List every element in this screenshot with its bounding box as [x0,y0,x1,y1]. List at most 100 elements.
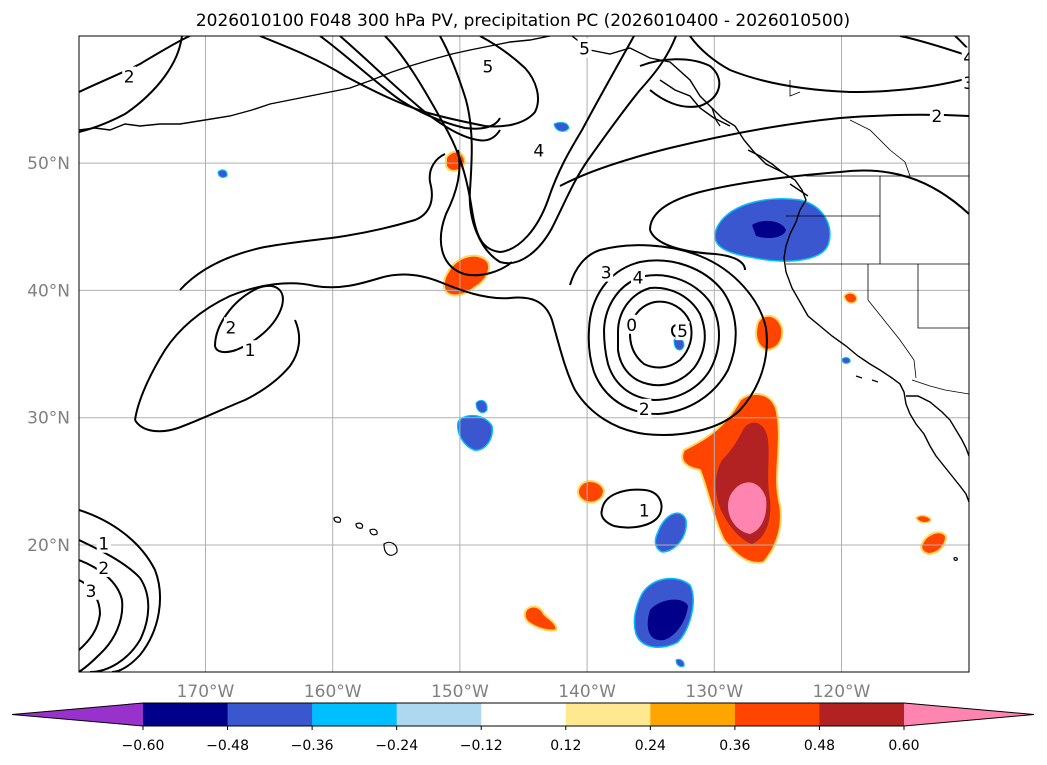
precip-area-neg [553,121,570,132]
colorbar-segment [565,703,651,726]
colorbar-extend-low [12,703,143,726]
island-guadalupe [953,557,958,561]
pv-contour [439,149,513,277]
island-hawaii [369,528,378,536]
contour-label-halo [223,317,238,337]
colorbar-tick-label: −0.48 [206,738,249,754]
pv-contours [79,36,969,672]
contour-label-halo [630,267,645,287]
pv-contour [319,36,501,130]
precip-area-neg [647,599,688,641]
contour-label-halo [961,72,969,92]
island-hawaii [383,541,398,556]
contour-label: 2 [226,318,237,338]
precip-area-neg [752,220,786,238]
contour-label-halo [96,557,111,577]
contour-label-halo [929,105,944,125]
lon-tick-label: 150°W [431,682,489,702]
colorbar-segment [819,703,905,726]
contour-label-halo [531,140,546,160]
pv-contour [689,36,969,94]
colorbar-tick-label: 0.12 [550,738,581,754]
contour-label: 3 [86,582,97,602]
pv-contour [259,36,539,128]
pv-contour [439,36,677,265]
pv-contour [587,259,737,416]
island-channel [855,375,879,383]
gridlines [79,36,969,672]
political-borders [786,80,969,395]
precip-area-neg [217,169,228,178]
colorbar-segment [143,703,229,726]
contour-label: 4 [963,48,974,68]
pv-contour [79,36,191,93]
map-background [79,36,969,672]
precip-positive-areas [442,150,948,632]
islands [333,107,958,561]
precip-area-neg [841,357,851,364]
contour-label: 1 [98,535,109,555]
island-hawaii [333,516,342,523]
contour-label: 1 [245,341,256,361]
precip-area-neg [654,512,687,553]
lat-tick-label: 50°N [27,154,70,174]
colorbar-tick-label: −0.36 [291,738,334,754]
contour-label-halo [577,38,592,58]
border-canada-province [849,119,911,177]
island-haida-gwaii [711,107,721,127]
pv-contour [559,113,969,187]
contour-label-halo [599,262,614,282]
coastline-vancouver-island [747,149,809,197]
precip-area-pos [843,292,858,304]
pv-contour [649,169,969,231]
pv-contour [602,274,720,402]
precip-negative-areas [217,121,851,668]
pv-contour [649,229,746,271]
contour-label-halo [480,56,495,76]
pv-contour [179,153,446,291]
contour-label: 1 [639,502,650,522]
contour-label-halo [84,580,99,600]
contour-label-halo [637,398,652,418]
contour-label: 2 [98,559,109,579]
contour-label-halo [624,314,639,334]
contour-label: 3 [963,74,974,94]
coastlines [79,36,969,503]
pv-contour [639,58,721,108]
map-frame [78,35,970,673]
contour-label-halo [96,533,111,553]
contour-label: 4 [533,141,544,161]
contour-label-halo [961,47,969,67]
colorbar-tick-label: 0.24 [635,738,666,754]
colorbar-segment [481,703,567,726]
contour-label: 4 [633,269,644,289]
colorbar-segment [650,703,736,726]
precip-area-pos [755,314,784,352]
border-us-mexico [911,379,969,395]
contour-label: 3 [601,264,612,284]
coastline-baja [906,395,969,457]
contour-label: 2 [931,107,942,127]
border-state [786,176,969,379]
precip-area-neg [475,399,488,414]
pv-contour [617,286,706,387]
pv-contour [79,539,150,672]
longitude-tick-labels: 170°W 160°W 150°W 140°W 130°W 120°W [177,682,871,702]
lon-tick-label: 130°W [685,682,743,702]
pv-contour [79,509,161,672]
lon-tick-label: 170°W [177,682,235,702]
colorbar-segment [312,703,398,726]
coastline-alaska-aleutians [79,36,551,131]
contour-label: 0 [626,316,637,336]
pv-contour [134,319,301,433]
lon-tick-label: 160°W [304,682,362,702]
coastline-gulf-of-alaska [571,36,807,211]
coastline-alaska-inland [659,79,731,127]
pv-contour [213,285,284,354]
lon-tick-label: 140°W [558,682,616,702]
colorbar [11,702,1035,727]
pv-contour [600,488,663,529]
